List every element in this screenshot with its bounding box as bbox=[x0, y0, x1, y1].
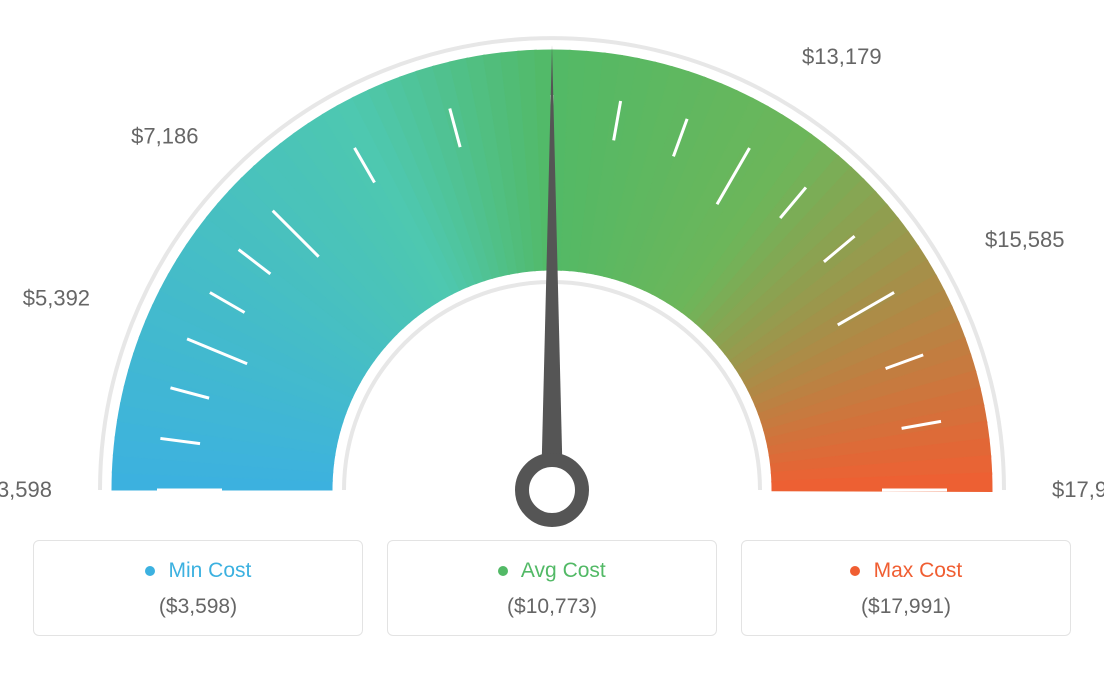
svg-text:$3,598: $3,598 bbox=[0, 477, 52, 502]
gauge-svg: $3,598 $5,392 $7,186 $10,773 $13,179 $15,585 $… bbox=[0, 0, 1104, 540]
legend-card-max: Max Cost ($17,991) bbox=[741, 540, 1071, 636]
legend-value-max: ($17,991) bbox=[754, 595, 1058, 619]
legend-value-min: ($3,598) bbox=[46, 595, 350, 619]
svg-text:$13,179: $13,179 bbox=[802, 44, 882, 69]
svg-text:$7,186: $7,186 bbox=[131, 123, 198, 148]
legend-dot-min bbox=[145, 566, 155, 576]
legend-label-max: Max Cost bbox=[874, 559, 963, 582]
svg-text:$5,392: $5,392 bbox=[23, 286, 90, 311]
svg-text:$15,585: $15,585 bbox=[985, 227, 1065, 252]
legend-label-avg: Avg Cost bbox=[521, 559, 606, 582]
legend-label-min: Min Cost bbox=[168, 559, 251, 582]
legend-dot-avg bbox=[498, 566, 508, 576]
svg-text:$17,991: $17,991 bbox=[1052, 477, 1104, 502]
chart-container: $3,598 $5,392 $7,186 $10,773 $13,179 $15,585 $… bbox=[0, 0, 1104, 690]
legend-card-avg: Avg Cost ($10,773) bbox=[387, 540, 717, 636]
legend-dot-max bbox=[850, 566, 860, 576]
legend-row: Min Cost ($3,598) Avg Cost ($10,773) Max… bbox=[0, 540, 1104, 636]
gauge-chart: $3,598 $5,392 $7,186 $10,773 $13,179 $15,585 $… bbox=[0, 0, 1104, 540]
svg-text:$10,773: $10,773 bbox=[512, 0, 592, 2]
legend-value-avg: ($10,773) bbox=[400, 595, 704, 619]
legend-card-min: Min Cost ($3,598) bbox=[33, 540, 363, 636]
